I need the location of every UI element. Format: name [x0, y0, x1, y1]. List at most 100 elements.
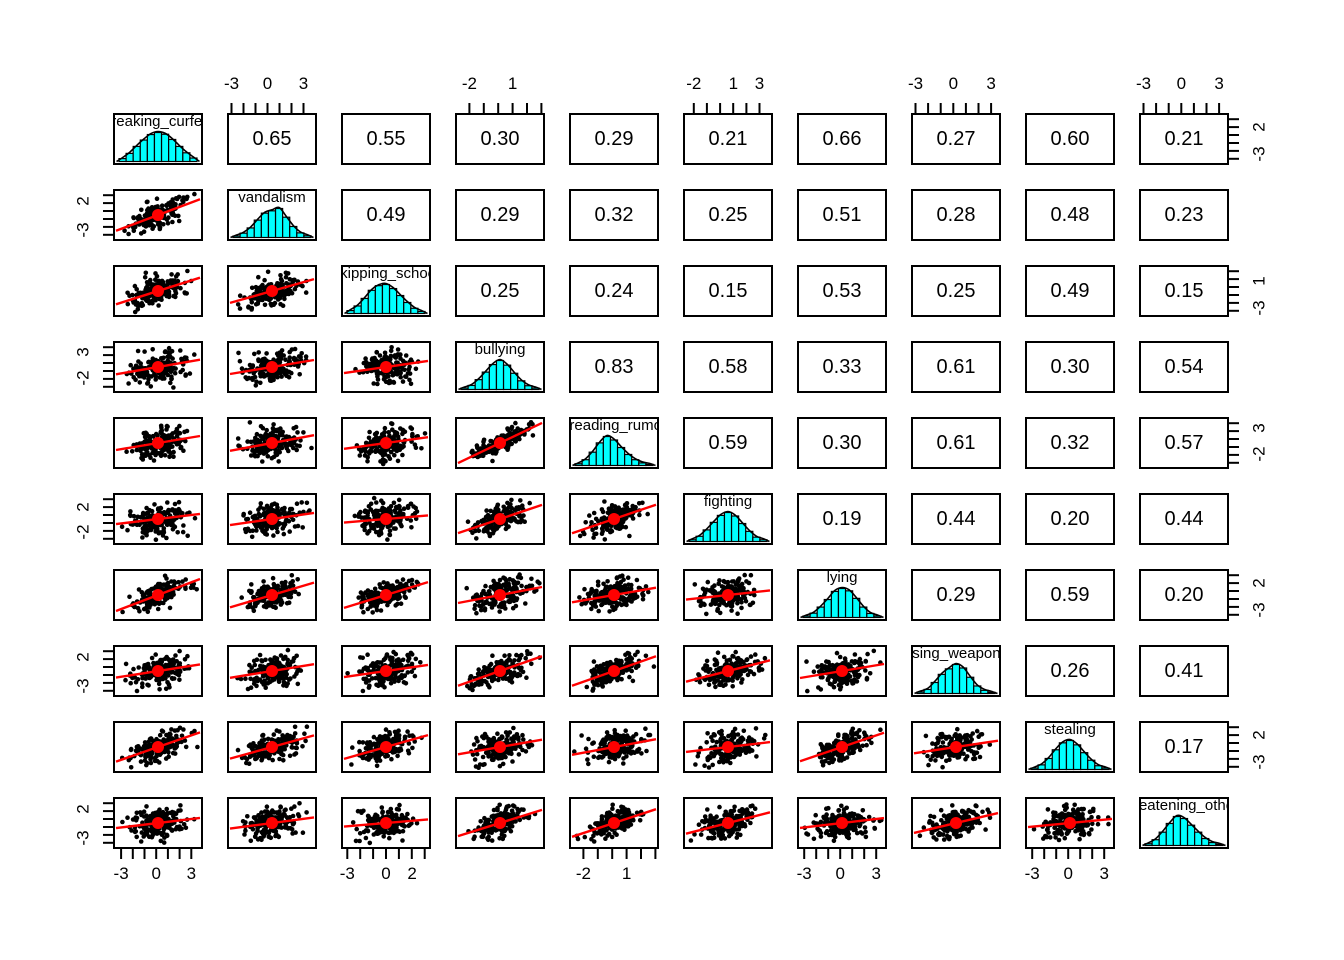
scatter-panel [113, 645, 203, 697]
scatter-panel [569, 645, 659, 697]
histogram-svg [800, 586, 884, 619]
diag-histogram-panel: lying [797, 569, 887, 621]
scatter-panel [227, 493, 317, 545]
scatter-panel [569, 797, 659, 849]
correlation-value: 0.29 [594, 127, 634, 150]
scatter-svg [229, 500, 315, 540]
scatter-svg [799, 803, 885, 844]
scatter-panel [341, 493, 431, 545]
axis-tick-label: 0 [1176, 74, 1187, 93]
cell-scatter-r6c4 [455, 493, 545, 545]
scatter-panel [227, 569, 317, 621]
axis-tick-label: -2 [575, 864, 591, 883]
cell-scatter-r7c3 [341, 569, 431, 621]
scatter-svg [229, 647, 315, 692]
correlation-panel: 0.26 [1025, 645, 1115, 697]
scatter-panel [1025, 797, 1115, 849]
cell-corr-r4c7: 0.33 [797, 341, 887, 393]
scatterplot-matrix: breaking_curfew 0.65 -3 0 3 0.55 0.30 -2 1 0.29 0.… [74, 75, 1269, 882]
cell-scatter-r10c3: -3 0 2 [340, 797, 431, 882]
scatter-svg [571, 649, 657, 693]
axis-ticks-top [914, 103, 993, 113]
cell-corr-r3c4: 0.25 [455, 265, 545, 317]
correlation-value: 0.51 [822, 203, 862, 226]
scatter-svg [457, 649, 543, 693]
cell-corr-r1c10: 0.21 -3 0 3 2 -3 [1136, 75, 1269, 165]
cell-corr-r2c10: 0.23 [1139, 189, 1229, 241]
axis-tick-label: -3 [73, 829, 93, 846]
cell-scatter-r6c3 [341, 493, 431, 545]
correlation-panel: 0.83 [569, 341, 659, 393]
cell-corr-r5c6: 0.59 [683, 417, 773, 469]
correlation-panel: 0.30 [797, 417, 887, 469]
scatter-svg [115, 725, 201, 770]
correlation-value: 0.26 [1050, 659, 1090, 682]
correlation-panel: 0.21 [683, 113, 773, 165]
correlation-panel: 0.29 [569, 113, 659, 165]
scatter-panel [341, 645, 431, 697]
histogram-svg [116, 130, 200, 163]
axis-tick-label: -3 [1249, 145, 1269, 162]
correlation-value: 0.48 [1050, 203, 1090, 226]
correlation-value: 0.32 [594, 203, 634, 226]
cell-corr-r1c9: 0.60 [1025, 113, 1115, 165]
axis-tick-label: -2 [73, 524, 93, 540]
correlation-panel: 0.15 [1139, 265, 1229, 317]
cell-diagonal-skipping_school: skipping_school [341, 265, 431, 317]
axis-tick-label: 3 [1214, 74, 1224, 93]
correlation-value: 0.30 [822, 431, 862, 454]
correlation-value: 0.44 [1164, 507, 1204, 530]
scatter-svg [571, 726, 657, 767]
correlation-value: 0.55 [366, 127, 406, 150]
scatter-panel [227, 645, 317, 697]
diag-histogram-panel: bullying [455, 341, 545, 393]
cell-corr-r2c7: 0.51 [797, 189, 887, 241]
correlation-panel: 0.58 [683, 341, 773, 393]
axis-tick-label: 2 [407, 864, 417, 883]
scatter-panel [227, 341, 317, 393]
correlation-value: 0.27 [936, 127, 976, 150]
correlation-value: 0.28 [936, 203, 976, 226]
cell-scatter-r6c2 [227, 493, 317, 545]
cell-corr-r8c10: 0.41 [1139, 645, 1229, 697]
cell-scatter-r8c7 [797, 645, 887, 697]
axis-tick-label: 1 [621, 864, 632, 883]
correlation-value: 0.33 [822, 355, 862, 378]
correlation-panel: 0.24 [569, 265, 659, 317]
correlation-value: 0.83 [594, 355, 634, 378]
correlation-value: 0.41 [1164, 659, 1204, 682]
cell-corr-r6c10: 0.44 [1139, 493, 1229, 545]
scatter-svg [571, 499, 657, 542]
correlation-value: 0.49 [1050, 279, 1090, 302]
axis-tick-label: 3 [1099, 864, 1109, 883]
axis-tick-label: -3 [907, 74, 924, 93]
axis-tick-label: 3 [73, 347, 93, 358]
correlation-panel: 0.21 [1139, 113, 1229, 165]
correlation-value: 0.30 [1050, 355, 1090, 378]
axis-ticks-top [1142, 103, 1221, 113]
correlation-value: 0.59 [1050, 583, 1090, 606]
axis-tick-label: -3 [339, 864, 355, 883]
axis-tick-label: 3 [1249, 423, 1269, 434]
axis-ticks-bottom [120, 849, 193, 859]
scatter-panel [683, 645, 773, 697]
axis-tick-label: -2 [686, 74, 702, 93]
cell-scatter-r10c7: -3 0 3 [797, 797, 887, 882]
scatter-panel [227, 417, 317, 469]
axis-ticks-left [103, 194, 113, 236]
correlation-panel: 0.30 [455, 113, 545, 165]
cell-corr-r6c8: 0.44 [911, 493, 1001, 545]
cell-diagonal-stealing: stealing [1025, 721, 1115, 773]
cell-scatter-r10c6 [683, 797, 773, 849]
axis-ticks-right [1229, 726, 1239, 768]
axis-tick-label: 3 [754, 74, 765, 93]
axis-tick-label: 2 [73, 804, 93, 815]
correlation-panel: 0.25 [683, 189, 773, 241]
scatter-svg [229, 801, 315, 844]
correlation-value: 0.66 [822, 127, 862, 150]
axis-tick-label: -3 [1249, 601, 1269, 618]
cell-corr-r2c8: 0.28 [911, 189, 1001, 241]
scatter-svg [913, 803, 999, 842]
axis-tick-label: 3 [986, 74, 996, 93]
diagonal-variable-label: threatening_others [1139, 797, 1227, 814]
